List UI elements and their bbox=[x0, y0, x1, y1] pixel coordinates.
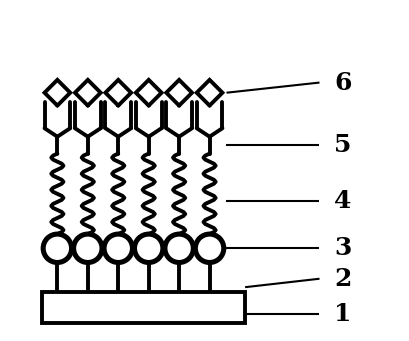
Text: 5: 5 bbox=[335, 133, 352, 157]
Circle shape bbox=[104, 234, 133, 263]
Text: 2: 2 bbox=[335, 267, 352, 291]
Bar bbox=[42, 292, 245, 323]
Text: 4: 4 bbox=[335, 189, 352, 213]
Text: 1: 1 bbox=[335, 302, 352, 326]
Text: 6: 6 bbox=[335, 71, 352, 94]
Circle shape bbox=[196, 234, 224, 263]
Text: 3: 3 bbox=[335, 236, 352, 260]
Circle shape bbox=[43, 234, 72, 263]
Circle shape bbox=[135, 234, 163, 263]
Circle shape bbox=[165, 234, 193, 263]
Circle shape bbox=[74, 234, 102, 263]
